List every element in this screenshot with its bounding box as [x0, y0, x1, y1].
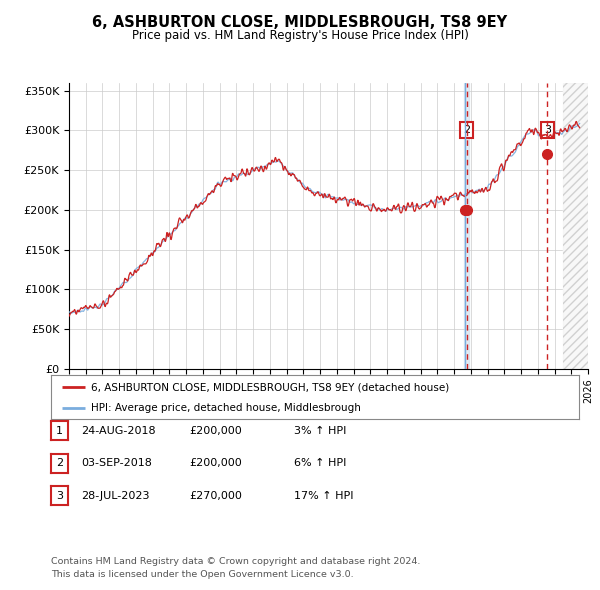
Bar: [464, 83, 469, 369]
Text: Price paid vs. HM Land Registry's House Price Index (HPI): Price paid vs. HM Land Registry's House …: [131, 30, 469, 42]
Text: 1: 1: [56, 426, 63, 435]
Text: 6% ↑ HPI: 6% ↑ HPI: [294, 458, 346, 468]
Text: 6, ASHBURTON CLOSE, MIDDLESBROUGH, TS8 9EY: 6, ASHBURTON CLOSE, MIDDLESBROUGH, TS8 9…: [92, 15, 508, 30]
Text: 3% ↑ HPI: 3% ↑ HPI: [294, 426, 346, 435]
Text: £200,000: £200,000: [189, 426, 242, 435]
Text: 24-AUG-2018: 24-AUG-2018: [81, 426, 155, 435]
Text: 3: 3: [544, 125, 551, 135]
Text: Contains HM Land Registry data © Crown copyright and database right 2024.: Contains HM Land Registry data © Crown c…: [51, 558, 421, 566]
Text: This data is licensed under the Open Government Licence v3.0.: This data is licensed under the Open Gov…: [51, 571, 353, 579]
Text: 17% ↑ HPI: 17% ↑ HPI: [294, 491, 353, 500]
Text: 2: 2: [56, 458, 63, 468]
Bar: [563, 83, 588, 369]
Text: 6, ASHBURTON CLOSE, MIDDLESBROUGH, TS8 9EY (detached house): 6, ASHBURTON CLOSE, MIDDLESBROUGH, TS8 9…: [91, 382, 449, 392]
Text: 28-JUL-2023: 28-JUL-2023: [81, 491, 149, 500]
Bar: [563, 83, 588, 369]
Text: 3: 3: [56, 491, 63, 500]
Text: £200,000: £200,000: [189, 458, 242, 468]
Text: 03-SEP-2018: 03-SEP-2018: [81, 458, 152, 468]
Text: 2: 2: [463, 125, 470, 135]
Text: £270,000: £270,000: [189, 491, 242, 500]
Bar: [563, 83, 588, 369]
Text: HPI: Average price, detached house, Middlesbrough: HPI: Average price, detached house, Midd…: [91, 403, 361, 413]
